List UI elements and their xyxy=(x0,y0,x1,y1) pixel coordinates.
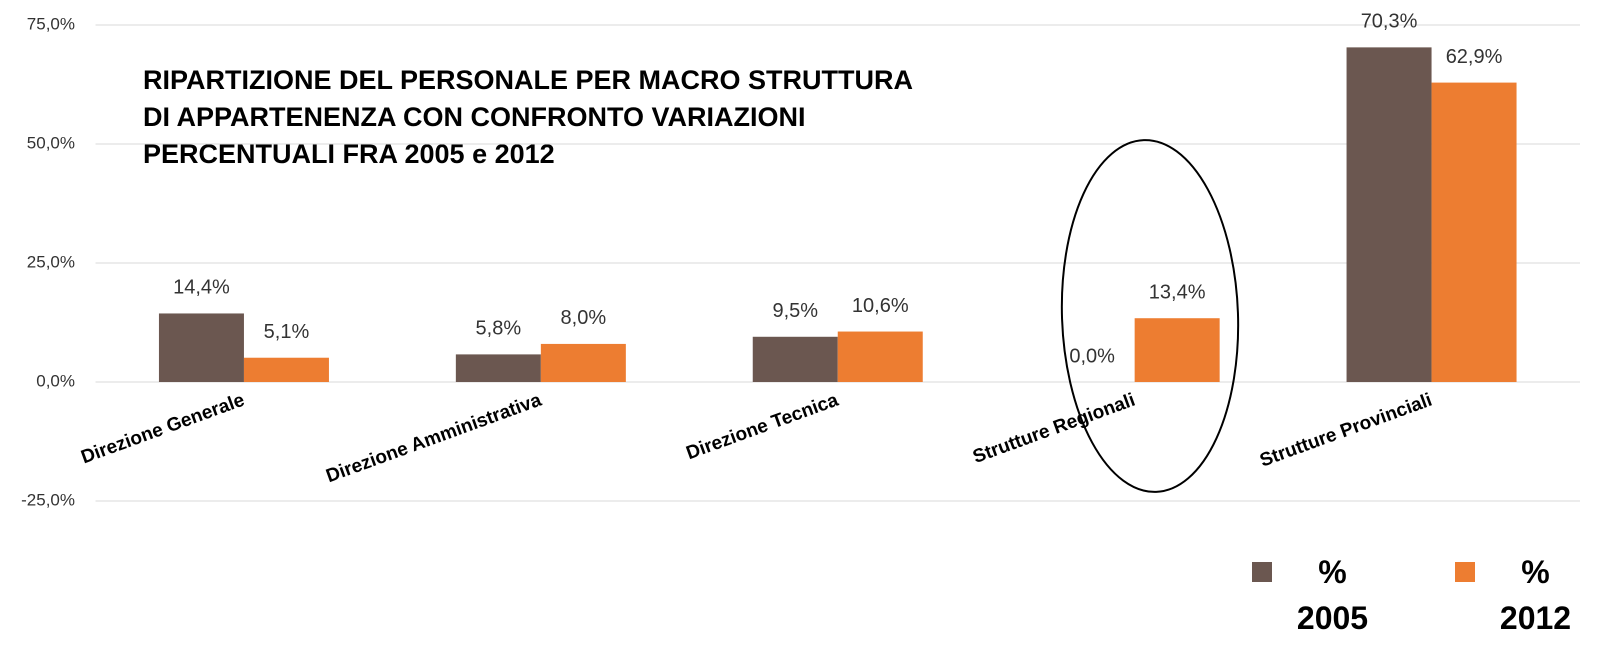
y-tick-label: 25,0% xyxy=(27,252,75,271)
legend-swatch xyxy=(1455,562,1475,582)
value-label: 9,5% xyxy=(772,300,818,322)
x-tick-label: Strutture Provinciali xyxy=(1257,390,1435,472)
legend-swatch xyxy=(1252,562,1272,582)
x-tick-label: Direzione Tecnica xyxy=(683,390,841,465)
y-tick-label: 0,0% xyxy=(36,371,75,390)
x-tick-label: Direzione Amministrativa xyxy=(323,390,544,488)
value-label: 62,9% xyxy=(1446,46,1503,68)
x-tick-label: Strutture Regionali xyxy=(970,390,1138,468)
bar xyxy=(455,354,541,382)
bar xyxy=(243,357,329,382)
bar xyxy=(1134,318,1220,382)
value-label: 5,1% xyxy=(264,321,310,343)
value-label: 8,0% xyxy=(561,307,607,329)
value-label: 70,3% xyxy=(1361,11,1418,33)
chart-title: DI APPARTENENZA CON CONFRONTO VARIAZIONI xyxy=(143,102,806,132)
bar xyxy=(540,343,626,382)
value-label: 5,8% xyxy=(476,318,522,340)
bar xyxy=(1431,82,1517,382)
bar xyxy=(1346,47,1432,382)
value-label: 13,4% xyxy=(1149,281,1206,303)
bar xyxy=(752,336,838,382)
x-tick-label: Direzione Generale xyxy=(78,390,247,469)
y-tick-label: 75,0% xyxy=(27,14,75,33)
chart-title: RIPARTIZIONE DEL PERSONALE PER MACRO STR… xyxy=(143,65,913,95)
y-tick-label: 50,0% xyxy=(27,133,75,152)
highlight-ellipse xyxy=(1060,139,1240,493)
legend-label: % 2012 xyxy=(1499,554,1572,636)
value-label: 14,4% xyxy=(173,277,230,299)
bar xyxy=(158,313,244,382)
bar xyxy=(837,331,923,382)
value-label: 10,6% xyxy=(852,295,909,317)
legend-label: % 2005 xyxy=(1296,554,1369,636)
y-tick-label: -25,0% xyxy=(21,490,75,509)
value-label: 0,0% xyxy=(1069,345,1115,367)
